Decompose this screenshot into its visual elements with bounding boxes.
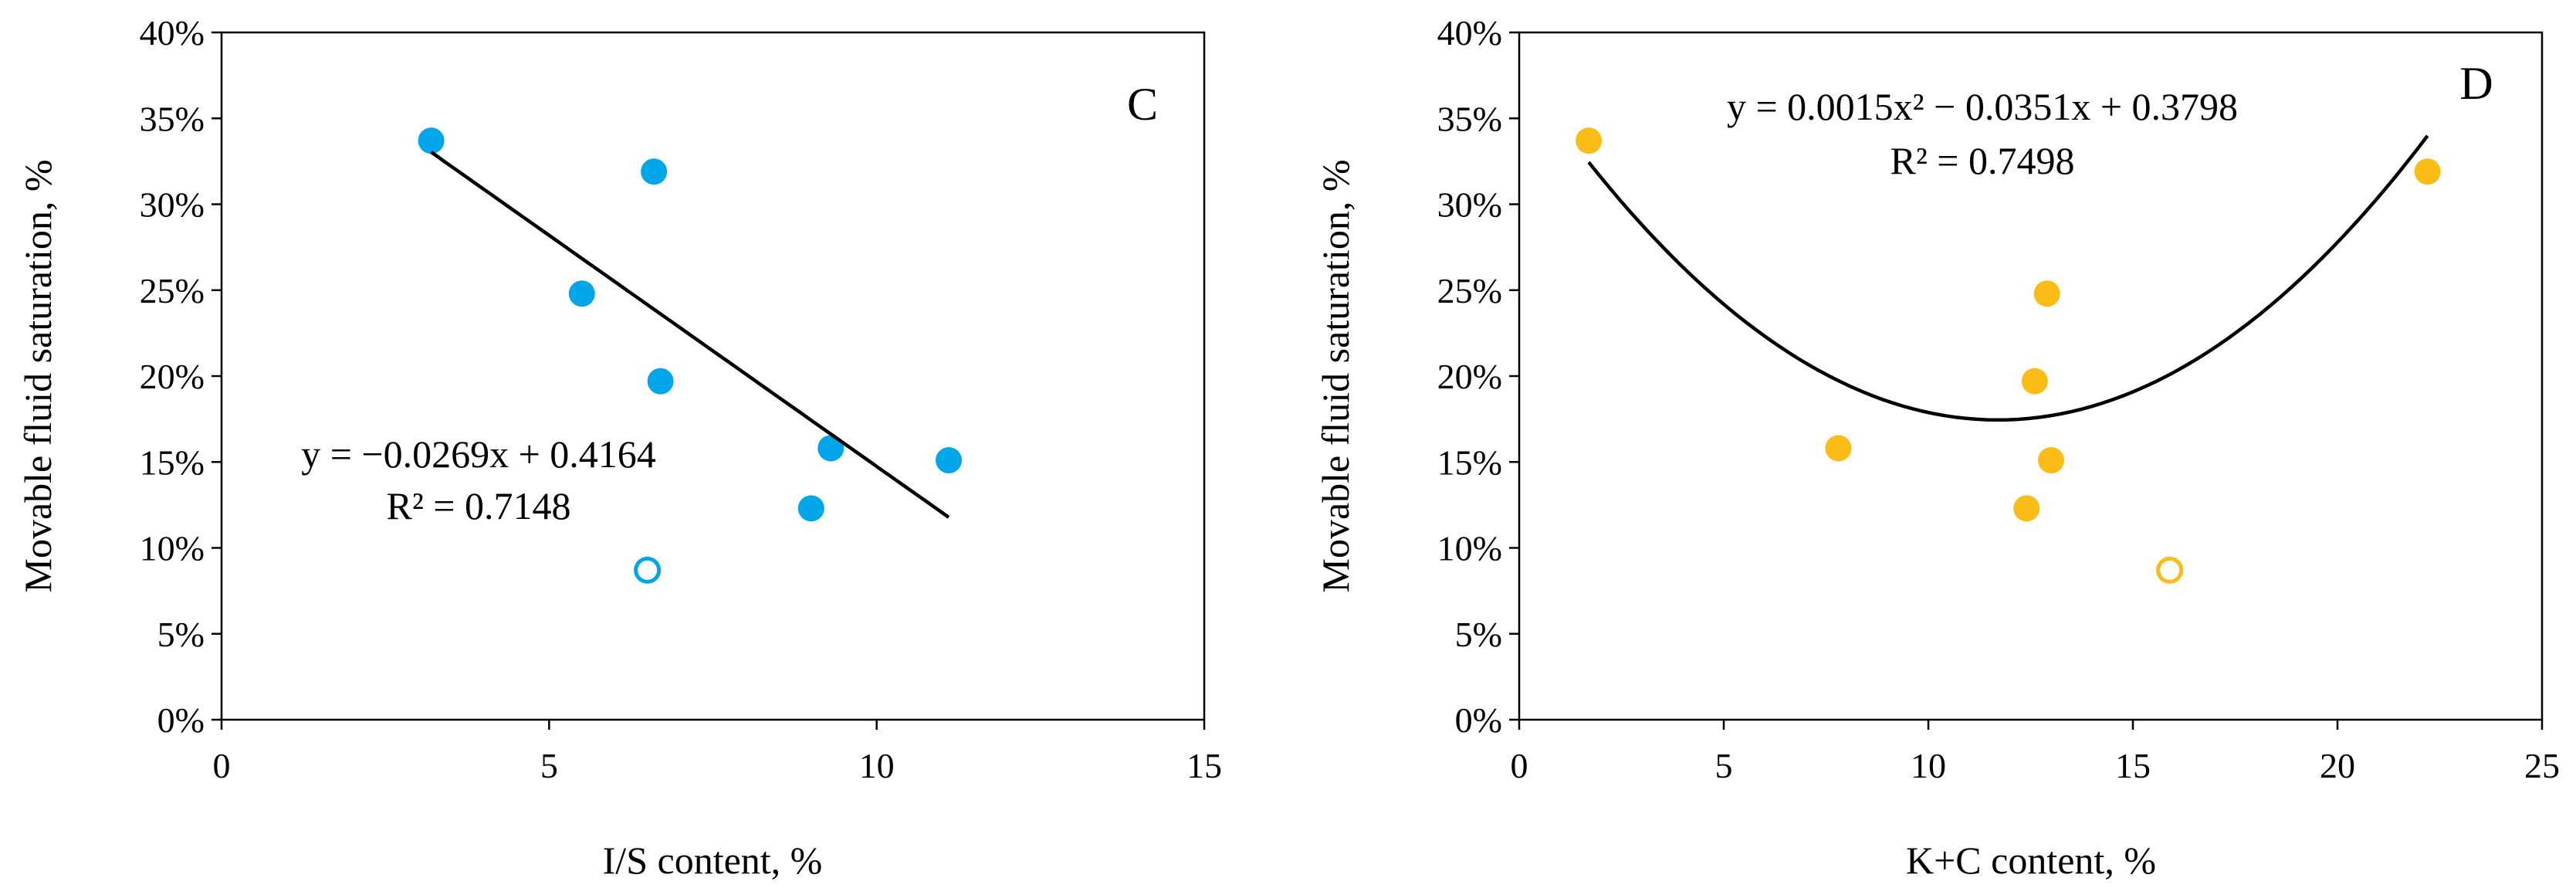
y-axis-title-d: Movable fluid saturation, % (1314, 160, 1357, 593)
chart-panel-c: 0 5 10 15 0% 5% 10% 15% 20% 25% 30% 35% 40% C y = −0… (16, 13, 1222, 882)
x-axis-title-c: I/S content, % (603, 839, 823, 882)
y-tick-label-c: 5% (157, 615, 205, 654)
trend-equation-c: y = −0.0269x + 0.4164 (301, 432, 656, 476)
data-point-c (568, 280, 595, 307)
outlier-point-d (2156, 556, 2184, 584)
plot-area-c (220, 31, 1206, 721)
r-squared-c: R² = 0.7148 (386, 484, 570, 527)
trend-equation-d: y = 0.0015x² − 0.0351x + 0.3798 (1727, 85, 2238, 128)
y-tick-label-d: 5% (1455, 615, 1502, 654)
data-point-d (2021, 368, 2048, 395)
y-tick-label-d: 35% (1437, 99, 1502, 138)
panel-label-d: D (2459, 58, 2493, 109)
y-tick-label-c: 40% (140, 13, 205, 53)
x-tick-label-c: 0 (213, 746, 231, 785)
x-tick-label-c: 10 (859, 746, 895, 785)
x-tick-label-d: 5 (1715, 746, 1733, 785)
y-tick-label-c: 30% (140, 185, 205, 225)
trendline-d (1587, 134, 2429, 422)
y-tick-label-c: 15% (140, 442, 205, 482)
x-tick-label-d: 15 (2115, 746, 2151, 785)
y-tick-label-c: 10% (140, 529, 205, 568)
x-tick-label-d: 10 (1911, 746, 1946, 785)
data-point-d (2013, 495, 2040, 522)
y-tick-label-d: 20% (1437, 357, 1502, 396)
data-points-d (1576, 127, 2441, 584)
y-tick-label-d: 30% (1437, 185, 1502, 225)
chart-panel-d: 0 5 10 15 20 25 0% 5% 10% 15% 20% 25% 30% 35% 40% D y … (1314, 13, 2560, 882)
y-tick-label-c: 35% (140, 99, 205, 138)
data-point-d (1825, 435, 1852, 462)
data-point-d (2038, 447, 2064, 474)
data-point-c (797, 495, 824, 522)
data-point-c (817, 435, 845, 462)
data-point-c (641, 158, 668, 185)
outlier-point-c (634, 556, 662, 584)
axis-ticks-c: 0 5 10 15 0% 5% 10% 15% 20% 25% 30% 35% 40% (140, 13, 1222, 785)
y-tick-label-d: 25% (1437, 271, 1502, 310)
x-tick-label-d: 20 (2320, 746, 2355, 785)
data-points-c (418, 127, 963, 584)
x-tick-label-c: 15 (1186, 746, 1222, 785)
x-tick-label-c: 5 (540, 746, 558, 785)
data-point-c (418, 127, 445, 154)
data-point-c (647, 368, 674, 395)
data-point-d (2414, 158, 2441, 185)
y-tick-label-c: 20% (140, 357, 205, 396)
y-tick-label-d: 0% (1455, 700, 1502, 740)
axis-ticks-d: 0 5 10 15 20 25 0% 5% 10% 15% 20% 25% 30% 35% 40% (1437, 13, 2560, 785)
data-point-c (936, 447, 963, 474)
y-tick-label-d: 10% (1437, 529, 1502, 568)
y-tick-label-c: 25% (140, 271, 205, 310)
data-point-d (2033, 280, 2060, 307)
x-tick-label-d: 0 (1511, 746, 1528, 785)
panel-label-c: C (1127, 79, 1158, 130)
y-tick-label-d: 15% (1437, 442, 1502, 482)
y-tick-label-d: 40% (1437, 13, 1502, 53)
r-squared-d: R² = 0.7498 (1890, 139, 2074, 182)
x-tick-label-d: 25 (2524, 746, 2560, 785)
data-point-d (1576, 127, 1603, 154)
y-tick-label-c: 0% (157, 700, 205, 740)
trendline-c (430, 151, 950, 519)
x-axis-title-d: K+C content, % (1906, 839, 2156, 882)
y-axis-title-c: Movable fluid saturation, % (16, 160, 59, 593)
